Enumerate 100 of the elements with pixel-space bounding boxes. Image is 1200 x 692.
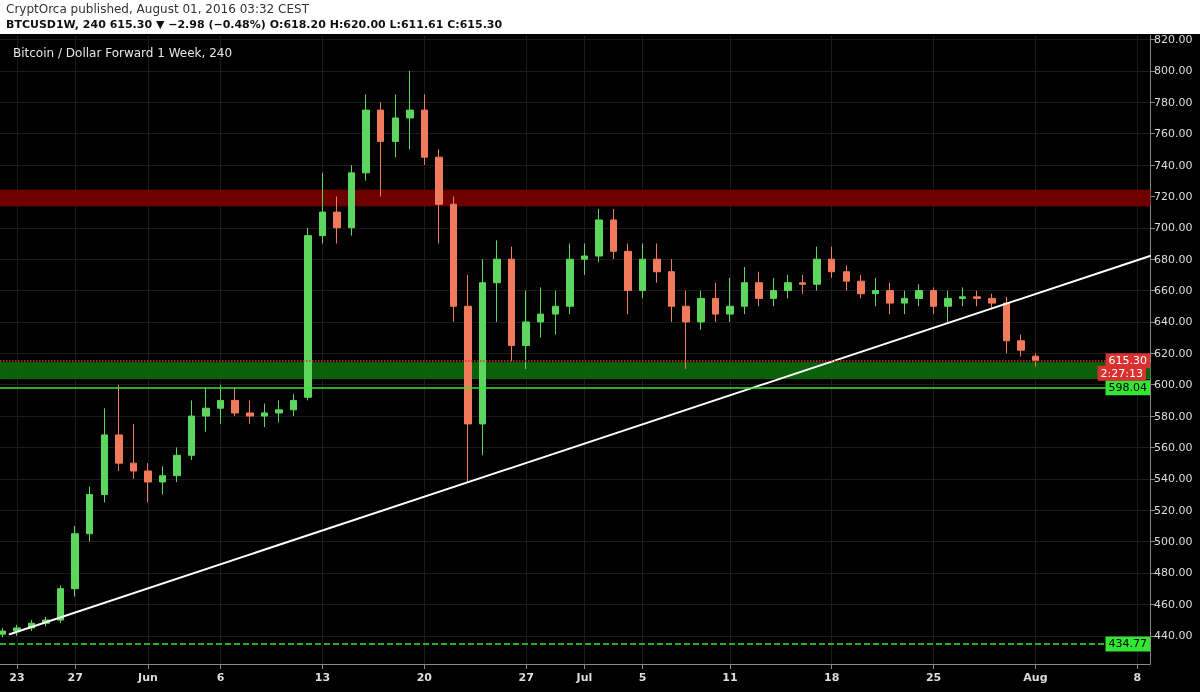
candlestick — [915, 283, 923, 307]
candlestick — [857, 274, 865, 299]
candlestick — [973, 290, 981, 307]
x-tick-label: Jun — [137, 671, 158, 684]
candlestick — [930, 286, 937, 315]
x-tick-label: Aug — [1023, 671, 1048, 684]
candlestick — [697, 290, 705, 331]
x-tick-label: 27 — [518, 671, 534, 684]
x-tick-label: 27 — [67, 671, 83, 684]
candlestick — [392, 93, 399, 158]
candlestick — [101, 407, 108, 503]
ref-line-label: 434.77 — [1108, 637, 1147, 651]
x-tick-label: 18 — [824, 671, 840, 684]
y-tick-label: 460.00 — [1154, 597, 1193, 611]
y-tick-label: 640.00 — [1154, 315, 1193, 329]
candlestick — [741, 266, 748, 315]
candlestick — [464, 274, 472, 483]
candlestick — [479, 258, 486, 456]
candlestick — [86, 486, 93, 543]
candlestick — [1003, 296, 1010, 354]
x-tick-label: 6 — [216, 671, 225, 684]
y-tick-label: 440.00 — [1154, 629, 1193, 643]
candlestick — [261, 403, 268, 428]
candlestick — [901, 290, 908, 315]
text: Bitcoin / Dollar Forward 1 Week, 240 — [13, 46, 233, 60]
candlestick — [581, 242, 588, 276]
candlestick — [508, 246, 515, 362]
candlestick — [290, 393, 297, 417]
candlestick — [595, 208, 603, 263]
y-tick-label: 580.00 — [1154, 409, 1193, 423]
candlestick — [144, 462, 152, 503]
y-tick-label: 780.00 — [1154, 95, 1193, 109]
candlestick — [202, 387, 210, 433]
y-tick-label: 760.00 — [1154, 127, 1193, 141]
candlestick — [421, 93, 428, 166]
y-tick-label: 800.00 — [1154, 64, 1193, 78]
ref-line-label: 598.04 — [1108, 381, 1147, 395]
candlestick — [304, 227, 312, 401]
x-tick-label: 25 — [925, 671, 942, 684]
text: BTCUSD1W, 240 615.30 ▼ −2.98 (−0.48%) O:618.20 H:620.00 L:611.61 C:615.30 — [6, 17, 504, 32]
candlestick — [726, 277, 734, 323]
candlestick — [799, 274, 806, 295]
candlestick — [1017, 333, 1025, 357]
x-tick-label: Jul — [575, 671, 593, 684]
candlestick — [843, 264, 850, 292]
y-tick-label: 740.00 — [1154, 158, 1193, 172]
candlestick — [668, 258, 675, 323]
candlestick — [188, 399, 195, 461]
candlestick — [813, 246, 821, 292]
x-tick-label: 5 — [638, 671, 647, 684]
candlestick — [552, 290, 559, 335]
candlestick — [566, 242, 574, 315]
y-tick-label: 660.00 — [1154, 284, 1193, 298]
y-tick-label: 560.00 — [1154, 440, 1193, 454]
ref-line-label: 615.30 — [1108, 354, 1147, 368]
x-tick-label: 20 — [416, 671, 433, 684]
candlestick — [319, 172, 326, 244]
candlestick — [784, 274, 792, 299]
candlestick — [377, 101, 384, 197]
y-tick-label: 720.00 — [1154, 189, 1193, 203]
candlestick — [0, 627, 6, 638]
candlestick — [231, 387, 239, 417]
candlestick — [682, 290, 690, 370]
candlestick — [988, 293, 996, 310]
y-tick-label: 620.00 — [1154, 346, 1193, 360]
candlestick — [159, 465, 166, 496]
x-tick-label: 11 — [722, 671, 738, 684]
candlestick — [959, 286, 966, 307]
candlestick — [872, 277, 879, 307]
candlestick — [71, 525, 79, 598]
candlestick — [115, 384, 123, 472]
candlestick — [653, 242, 661, 284]
candlestick — [770, 277, 777, 307]
annotation: 2:27:13 — [1100, 366, 1143, 380]
candlestick — [333, 195, 341, 244]
candlestick — [450, 195, 457, 323]
candlestick — [944, 290, 952, 323]
candlestick — [537, 286, 544, 339]
y-tick-label: 480.00 — [1154, 566, 1193, 580]
candlestick — [275, 399, 283, 423]
candlestick — [362, 93, 370, 182]
y-tick-label: 820.00 — [1154, 33, 1193, 46]
y-tick-label: 680.00 — [1154, 252, 1193, 266]
candlestick — [610, 208, 617, 260]
candlestick — [624, 242, 632, 315]
candlestick — [522, 290, 530, 370]
candlestick — [712, 282, 719, 323]
y-tick-label: 500.00 — [1154, 535, 1193, 549]
candlestick — [173, 446, 181, 483]
candlestick — [886, 282, 894, 315]
candlestick — [435, 148, 443, 244]
chart-subtitle: CryptOrca published, August 01, 2016 03:32 CEST — [6, 1, 310, 17]
candlestick — [348, 164, 355, 237]
candlestick — [406, 70, 414, 150]
x-tick-label: 8 — [1133, 671, 1142, 684]
candlestick — [130, 423, 137, 480]
candlestick — [493, 239, 501, 323]
candlestick — [217, 384, 224, 425]
y-tick-label: 520.00 — [1154, 503, 1193, 517]
y-tick-label: 700.00 — [1154, 221, 1193, 235]
